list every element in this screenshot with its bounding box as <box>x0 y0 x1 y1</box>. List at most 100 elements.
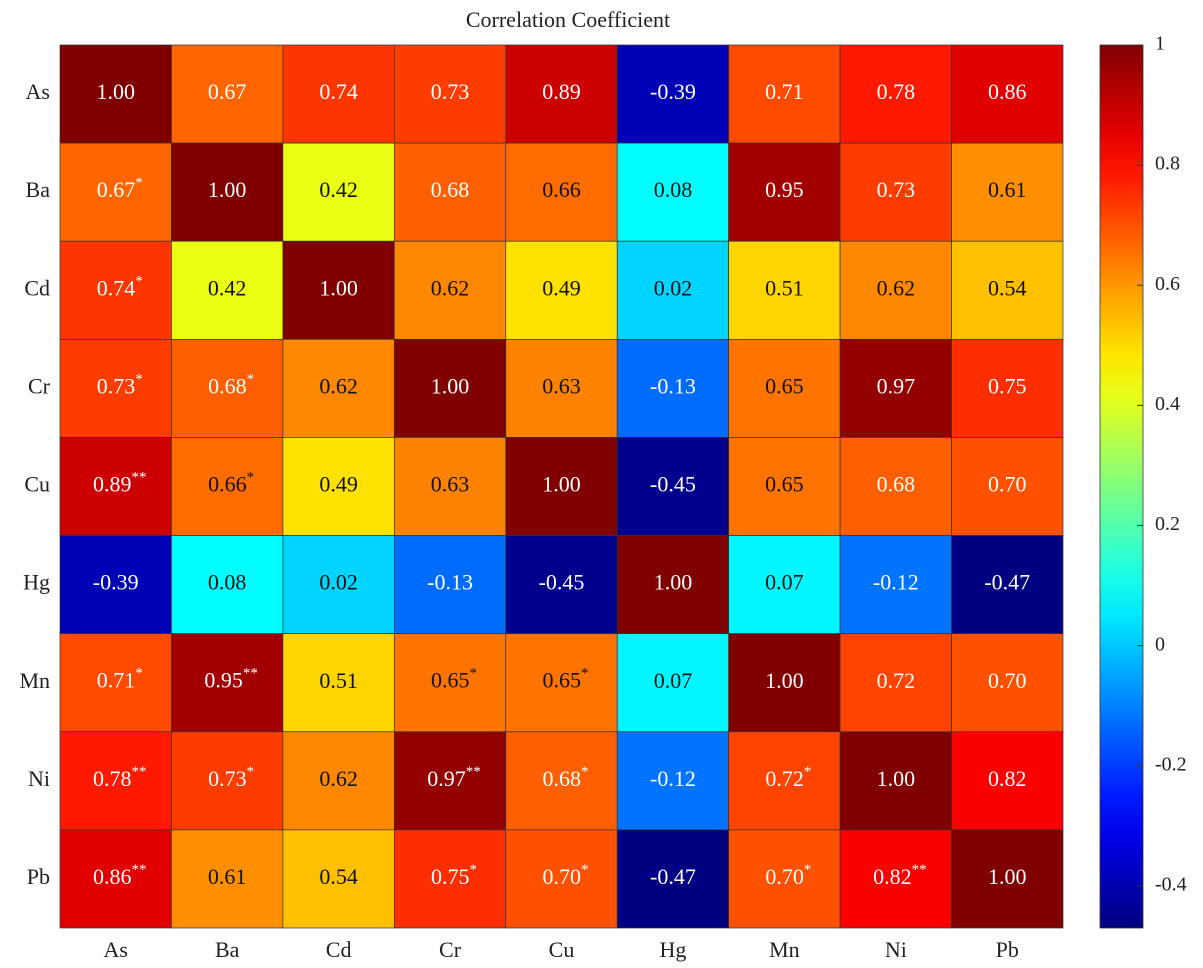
heatmap-cell <box>171 437 284 536</box>
cell-label: -0.39 <box>93 570 139 595</box>
heatmap-cell <box>616 240 730 340</box>
cell-label: 0.51 <box>319 668 358 693</box>
cell-label: 0.89** <box>93 470 147 497</box>
cell-label: -0.47 <box>984 570 1030 595</box>
heatmap-cell <box>59 142 172 242</box>
heatmap-cell <box>616 437 730 536</box>
colorbar-tick-label: 0.2 <box>1155 513 1180 535</box>
heatmap-cell <box>505 338 618 438</box>
cell-label: 1.00 <box>431 373 470 398</box>
heatmap-cell <box>282 44 395 144</box>
y-tick-label: Cr <box>28 373 51 398</box>
cell-label: 0.72* <box>765 764 811 791</box>
cell-label: 0.71* <box>97 666 143 693</box>
x-tick-label: Ba <box>215 937 240 962</box>
cell-label: 1.00 <box>96 79 135 104</box>
cell-label: 0.86 <box>988 79 1027 104</box>
heatmap-cell <box>839 535 952 635</box>
heatmap-cell <box>839 44 952 144</box>
heatmap-cell <box>616 633 730 733</box>
heatmap-cell <box>282 731 395 831</box>
cell-label: 0.73* <box>97 372 143 399</box>
cell-label: 0.75* <box>431 862 477 889</box>
cell-label: 0.72 <box>877 668 916 693</box>
cell-label: 1.00 <box>654 570 693 595</box>
heatmap-cell <box>505 829 618 929</box>
chart-title: Correlation Coefficient <box>466 7 670 32</box>
cell-label: -0.13 <box>650 373 696 398</box>
heatmap-cell <box>393 338 507 438</box>
heatmap-cell <box>282 535 395 635</box>
cell-label: 0.65 <box>765 373 804 398</box>
cell-label: -0.45 <box>650 472 696 497</box>
cell-label: -0.47 <box>650 864 696 889</box>
cell-label: 1.00 <box>542 472 581 497</box>
heatmap-cell <box>728 240 841 340</box>
cell-label: 1.00 <box>208 177 247 202</box>
cell-label: 0.07 <box>765 570 804 595</box>
heatmap-cell <box>951 731 1064 831</box>
colorbar-tick-label: 0.6 <box>1155 273 1180 295</box>
cell-label: 1.00 <box>765 668 804 693</box>
y-tick-label: Hg <box>23 570 50 595</box>
cell-label: 0.70 <box>988 472 1027 497</box>
cell-label: 0.49 <box>542 275 581 300</box>
heatmap-cell <box>728 338 841 438</box>
heatmap-cell <box>393 437 507 536</box>
cell-label: 0.68* <box>208 372 254 399</box>
heatmap-cell <box>839 437 952 536</box>
x-tick-label: Cr <box>439 937 462 962</box>
heatmap-cell <box>951 633 1064 733</box>
heatmap-cell <box>728 437 841 536</box>
cell-label: -0.13 <box>427 570 473 595</box>
cell-label: 0.65 <box>765 472 804 497</box>
cell-label: 0.68 <box>877 472 916 497</box>
heatmap-cell <box>728 44 841 144</box>
heatmap-cell <box>728 731 841 831</box>
heatmap-cell <box>393 142 507 242</box>
heatmap-cell <box>171 142 284 242</box>
heatmap-cell <box>282 142 395 242</box>
cell-label: 0.82** <box>873 862 927 889</box>
cell-label: 0.61 <box>208 864 247 889</box>
colorbar-tick-label: 1 <box>1155 33 1165 55</box>
cell-label: -0.39 <box>650 79 696 104</box>
cell-label: 0.65* <box>543 666 589 693</box>
heatmap-cell <box>616 829 730 929</box>
x-tick-label: Cd <box>326 937 352 962</box>
heatmap-cell <box>282 437 395 536</box>
cell-label: 0.70* <box>765 862 811 889</box>
cell-label: 0.07 <box>654 668 693 693</box>
heatmap-cell <box>59 731 172 831</box>
heatmap-cell <box>505 437 618 536</box>
cell-label: 0.67* <box>97 176 143 203</box>
colorbar-tick-label: 0 <box>1155 633 1165 655</box>
cell-label: 0.78** <box>93 764 147 791</box>
cell-label: 0.73 <box>431 79 470 104</box>
cell-label: 0.42 <box>319 177 358 202</box>
heatmap-cell <box>393 829 507 929</box>
heatmap-cell <box>171 535 284 635</box>
colorbar-tick-label: 0.8 <box>1155 153 1180 175</box>
heatmap-cell <box>951 142 1064 242</box>
colorbar <box>1099 44 1144 929</box>
cell-label: 0.63 <box>431 472 470 497</box>
y-tick-label: As <box>26 79 50 104</box>
y-tick-label: Ba <box>26 177 51 202</box>
heatmap-cell <box>59 240 172 340</box>
cell-label: 0.86** <box>93 862 147 889</box>
heatmap-cell <box>616 338 730 438</box>
y-tick-label: Mn <box>19 668 50 693</box>
cell-label: 0.68* <box>543 764 589 791</box>
heatmap-cell <box>505 535 618 635</box>
cell-label: 0.74* <box>97 274 143 301</box>
y-tick-label: Cu <box>24 472 50 497</box>
cell-label: 0.54 <box>988 275 1027 300</box>
cell-label: 0.73* <box>208 764 254 791</box>
cell-label: 0.71 <box>765 79 804 104</box>
cell-label: 0.62 <box>877 275 916 300</box>
cell-label: 1.00 <box>877 766 916 791</box>
heatmap-cell <box>616 142 730 242</box>
heatmap-cell <box>59 437 172 536</box>
